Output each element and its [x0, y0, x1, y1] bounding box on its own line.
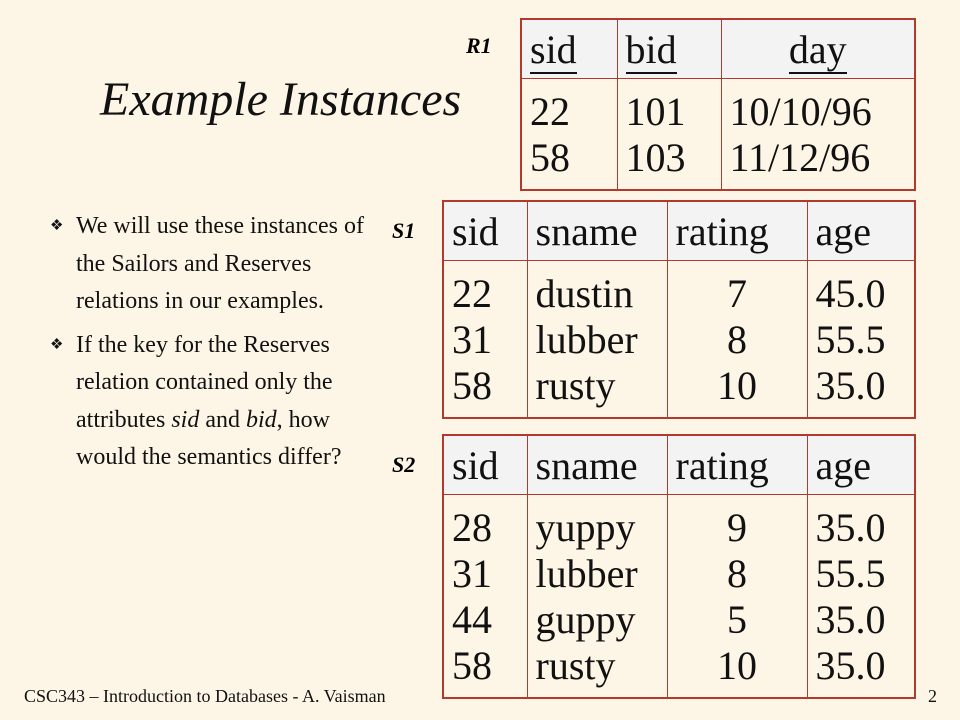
- table-cell: 5: [666, 597, 807, 643]
- table-row: 31 lubber 8 55.5: [443, 317, 915, 363]
- table-row: 22 dustin 7 45.0: [443, 260, 915, 317]
- bullet-text: , how would the semantics differ?: [76, 406, 342, 471]
- table-cell: 58: [530, 135, 570, 180]
- table-s1: sid sname rating age 22 dustin 7 45.0 31…: [442, 200, 916, 419]
- table-cell: 44: [452, 597, 492, 642]
- table-cell: yuppy: [526, 494, 667, 551]
- table-cell: 10: [666, 643, 807, 698]
- table-cell: 31: [452, 551, 492, 596]
- column-header: age: [806, 435, 915, 495]
- table-row: 44 guppy 5 35.0: [443, 597, 915, 643]
- bullet-text: If the key for the Reserves relation con…: [76, 331, 333, 433]
- column-header: rating: [666, 201, 807, 261]
- relation-label-s2: S2: [392, 452, 416, 477]
- column-header: sname: [526, 435, 667, 495]
- table-cell: 22: [530, 89, 570, 134]
- table-cell: lubber: [526, 317, 667, 363]
- bullet-item: ❖ We will use these instances of the Sai…: [48, 208, 368, 321]
- table-cell: rusty: [526, 363, 667, 418]
- table-s2: sid sname rating age 28 yuppy 9 35.0 31 …: [442, 434, 916, 699]
- footer-course: CSC343 – Introduction to Databases - A. …: [24, 686, 386, 706]
- column-header: sname: [526, 201, 667, 261]
- table-row: 58 rusty 10 35.0: [443, 363, 915, 418]
- table-cell: 10: [666, 363, 807, 418]
- bullet-text: We will use these instances of the Sailo…: [76, 213, 364, 314]
- table-cell: 22: [452, 271, 492, 316]
- table-cell: 35.0: [806, 643, 915, 698]
- table-row: 58 103 11/12/96: [521, 135, 915, 190]
- table-cell: 10/10/96: [720, 78, 915, 135]
- table-cell: rusty: [526, 643, 667, 698]
- table-cell: 45.0: [806, 260, 915, 317]
- table-cell: guppy: [526, 597, 667, 643]
- relation-label-r1: R1: [466, 33, 492, 58]
- column-header: sid: [443, 435, 527, 495]
- table-row: 22 101 10/10/96: [521, 78, 915, 135]
- bullet-list: ❖ We will use these instances of the Sai…: [48, 208, 368, 483]
- table-row: 58 rusty 10 35.0: [443, 643, 915, 698]
- table-cell: 101: [616, 78, 721, 135]
- table-cell: 55.5: [806, 317, 915, 363]
- table-cell: 7: [666, 260, 807, 317]
- column-header: sid: [521, 19, 617, 79]
- table-cell: lubber: [526, 551, 667, 597]
- table-cell: 31: [452, 317, 492, 362]
- table-cell: 9: [666, 494, 807, 551]
- column-header: age: [806, 201, 915, 261]
- table-cell: 58: [452, 643, 492, 688]
- table-r1: sid bid day 22 101 10/10/96 58 103 11/12…: [520, 18, 916, 191]
- table-cell: 11/12/96: [720, 135, 915, 190]
- column-header: rating: [666, 435, 807, 495]
- table-cell: 35.0: [806, 597, 915, 643]
- bullet-item: ❖ If the key for the Reserves relation c…: [48, 327, 368, 477]
- bullet-text: and: [199, 406, 246, 433]
- table-row: 28 yuppy 9 35.0: [443, 494, 915, 551]
- table-cell: 28: [452, 505, 492, 550]
- table-header-row: sid bid day: [521, 19, 915, 79]
- table-cell: 55.5: [806, 551, 915, 597]
- page-title: Example Instances: [100, 73, 462, 126]
- diamond-bullet-icon: ❖: [50, 336, 64, 353]
- table-header-row: sid sname rating age: [443, 435, 915, 495]
- table-cell: 58: [452, 363, 492, 408]
- column-header: day: [720, 19, 915, 79]
- diamond-bullet-icon: ❖: [50, 218, 64, 234]
- table-cell: dustin: [526, 260, 667, 317]
- column-header: sid: [443, 201, 527, 261]
- bullet-emphasis-bid: bid: [245, 406, 277, 433]
- table-row: 31 lubber 8 55.5: [443, 551, 915, 597]
- table-cell: 35.0: [806, 494, 915, 551]
- relation-label-s1: S1: [392, 218, 416, 243]
- table-cell: 103: [616, 135, 721, 190]
- column-header: bid: [616, 19, 721, 79]
- page-number: 2: [928, 686, 937, 706]
- bullet-emphasis-sid: sid: [171, 406, 200, 433]
- table-cell: 8: [666, 317, 807, 363]
- table-cell: 8: [666, 551, 807, 597]
- table-header-row: sid sname rating age: [443, 201, 915, 261]
- table-cell: 35.0: [806, 363, 915, 418]
